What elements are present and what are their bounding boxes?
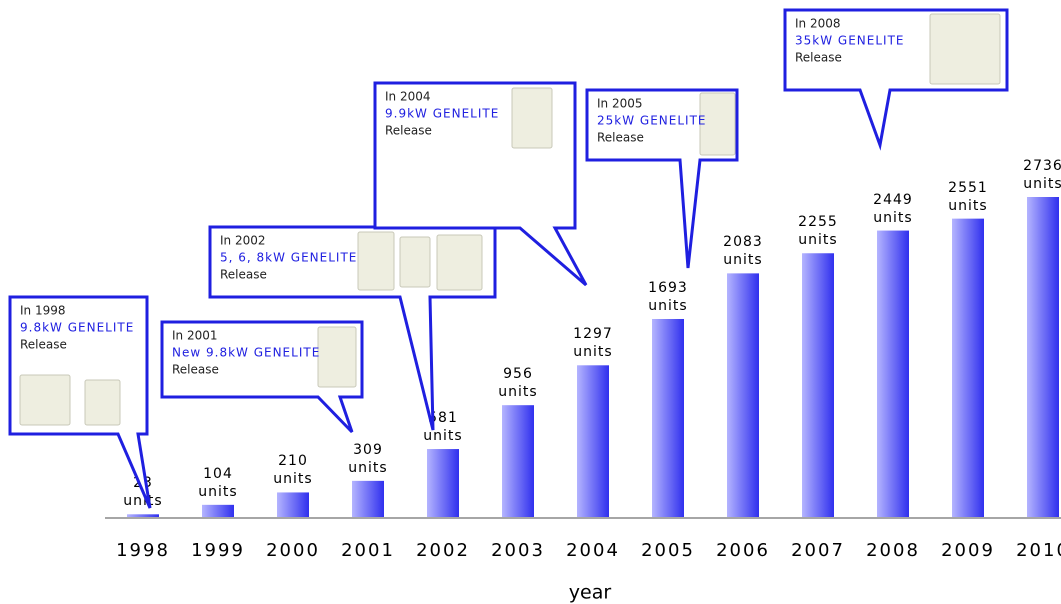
callout-text: New 9.8kW GENELITE [172,346,320,360]
callout-text: In 1998 [20,304,66,318]
value-label-box: 1297 units [573,326,613,361]
value-label: 309 units [348,441,388,476]
value-label: 2449 units [873,191,913,226]
bar [952,218,984,517]
callout-text: In 2001 [172,329,218,343]
x-tick-label: 2010 [1016,540,1061,561]
bar [727,273,759,517]
callout-text: Release [20,338,67,352]
bar [802,253,834,517]
callout-text: Release [795,51,842,65]
bar [877,230,909,517]
x-tick-label: 2009 [941,540,995,561]
callout-text: In 2005 [597,97,643,111]
product-image [317,326,357,388]
x-tick-label: 1998 [116,540,170,561]
product-image [699,92,736,156]
value-label: 1693 units [648,279,688,314]
value-label-box: 210 units [273,453,313,488]
x-tick-label: 2002 [416,540,470,561]
product-image [436,234,483,291]
value-label-box: 2736 units [1023,158,1061,192]
bar [427,449,459,517]
value-label: 2736 units [1023,158,1061,192]
callout-text: Release [385,124,432,138]
x-tick-label: 2004 [566,540,620,561]
value-label-box: 2255 units [798,214,838,249]
bar [1027,197,1059,517]
x-tick-label: 2001 [341,540,395,561]
callout-text: 9.8kW GENELITE [20,321,134,335]
callout-text: In 2002 [220,234,266,248]
value-label: 956 units [498,366,538,401]
value-label-box: 309 units [348,441,388,476]
callout-text: 35kW GENELITE [795,34,904,48]
bar [202,504,234,517]
callout-text: 5, 6, 8kW GENELITE [220,251,357,265]
value-label-box: 2083 units [723,234,763,269]
value-label-box: 104 units [198,465,238,500]
x-tick-label: 2007 [791,540,845,561]
product-image [357,231,395,291]
value-label-box: 1693 units [648,279,688,314]
value-label: 581 units [423,410,463,445]
callout-text: 25kW GENELITE [597,114,706,128]
x-tick-label: 2005 [641,540,695,561]
bar [652,318,684,517]
callout-box [8,295,152,509]
value-label-box: 2449 units [873,191,913,226]
callout-text: Release [597,131,644,145]
bar [577,365,609,517]
callout-box [160,320,364,434]
product-image [19,374,71,426]
callout-text: Release [220,268,267,282]
value-label: 2083 units [723,234,763,269]
value-label-box: 956 units [498,366,538,401]
product-image [929,13,1001,85]
bar [277,492,309,517]
bar [352,480,384,517]
x-tick-label: 1999 [191,540,245,561]
bar [127,514,159,517]
value-label: 1297 units [573,326,613,361]
value-label: 104 units [198,465,238,500]
product-image [511,87,553,149]
x-tick-label: 2000 [266,540,320,561]
callout-text: Release [172,363,219,377]
callout-text: 9.9kW GENELITE [385,107,499,121]
value-label: 2255 units [798,214,838,249]
value-label-box: 581 units [423,410,463,445]
x-tick-label: 2006 [716,540,770,561]
bar [502,405,534,517]
product-image [84,379,121,426]
value-label: 2551 units [948,179,988,214]
x-tick-label: 2003 [491,540,545,561]
callout-text: In 2008 [795,17,841,31]
x-tick-label: 2008 [866,540,920,561]
callout-text: In 2004 [385,90,431,104]
value-label-box: 2551 units [948,179,988,214]
value-label: 210 units [273,453,313,488]
x-axis-label: year [569,582,612,604]
product-image [399,236,431,288]
